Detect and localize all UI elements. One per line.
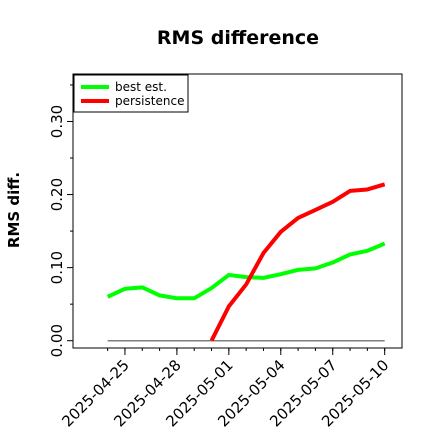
- series-layer: [106, 182, 386, 342]
- legend-label-best-est: best est.: [115, 80, 167, 94]
- series-line-best-est: [106, 241, 386, 301]
- y-axis: 0.00 0.10 0.20 0.30: [48, 84, 73, 357]
- y-tick-label-1: 0.10: [48, 251, 66, 284]
- y-tick-label-3: 0.30: [48, 105, 66, 138]
- y-tick-label-0: 0.00: [48, 324, 66, 357]
- legend: best est. persistence: [73, 74, 189, 113]
- legend-label-persistence: persistence: [115, 94, 184, 108]
- plot-frame: [72, 73, 403, 349]
- y-axis-label: RMS diff.: [5, 172, 23, 248]
- y-tick-label-2: 0.20: [48, 178, 66, 211]
- series-line-persistence: [209, 182, 386, 342]
- chart-title: RMS difference: [157, 27, 319, 49]
- x-axis: 2025-04-252025-04-282025-05-012025-05-04…: [58, 348, 393, 430]
- legend-box: [73, 74, 189, 113]
